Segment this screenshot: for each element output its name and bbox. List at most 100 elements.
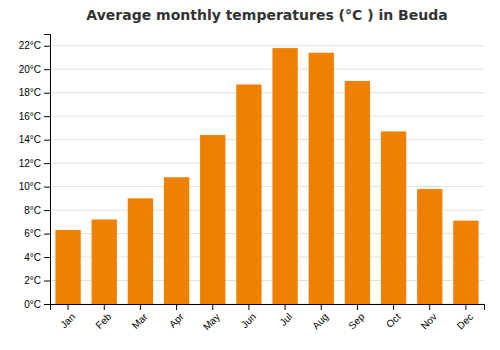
x-tick-label: Oct [384,311,403,330]
x-tick-label: Feb [93,311,113,331]
bar [453,221,478,304]
y-tick-mark [44,210,50,211]
x-tick: Jul [277,304,294,328]
y-tick-mark [44,281,50,282]
bar [128,198,153,304]
y-tick: 12°C [19,158,50,169]
y-tick-mark [44,187,50,188]
x-tick-mark [176,304,177,310]
y-tick-label: 18°C [19,87,41,98]
y-tick-label: 0°C [24,299,41,310]
y-tick-mark [44,46,50,47]
y-tick: 20°C [19,64,50,75]
x-tick-label: Jul [277,311,294,328]
bar [236,84,261,304]
y-tick-mark [44,116,50,117]
x-tick-label: Sep [346,311,367,332]
bar [164,177,189,304]
x-tick: Feb [93,304,113,331]
x-tick: Oct [384,304,403,330]
bar [417,189,442,304]
y-tick-label: 2°C [24,275,41,286]
x-tick-label: Mar [130,311,150,331]
y-tick-label: 12°C [19,158,41,169]
grid-line [50,163,484,164]
y-tick: 10°C [19,181,50,192]
y-tick-label: 14°C [19,134,41,145]
x-tick-mark [140,304,141,310]
y-tick-label: 22°C [19,40,41,51]
y-tick: 6°C [24,228,50,239]
y-tick-mark [44,69,50,70]
x-tick-mark [429,304,430,310]
x-tick-mark [465,304,466,310]
x-tick-mark [357,304,358,310]
grid-line [50,186,484,187]
x-tick: Sep [346,304,367,331]
x-tick-label: Nov [419,311,439,331]
y-tick: 8°C [24,205,50,216]
x-tick: May [201,304,222,332]
bar [92,219,117,304]
bar [55,230,80,304]
x-tick: Apr [167,304,186,330]
x-tick-label: Dec [455,311,475,331]
grid-line [50,116,484,117]
bar [345,81,370,304]
y-tick-label: 8°C [24,205,41,216]
y-tick-label: 16°C [19,111,41,122]
title: Average monthly temperatures (°C ) in Be… [86,7,447,23]
y-tick: 22°C [19,40,50,51]
x-tick: Dec [455,304,475,331]
y-tick-label: 20°C [19,64,41,75]
y-tick-mark [44,163,50,164]
bar [272,48,297,304]
y-tick-mark [44,234,50,235]
y-tick-mark [44,93,50,94]
bars [55,48,478,304]
x-tick-mark [321,304,322,310]
y-tick-label: 6°C [24,228,41,239]
y-tick-label: 10°C [19,181,41,192]
y-tick: 0°C [24,299,50,310]
grid [50,46,484,304]
y-axis-line [44,35,51,305]
x-tick-mark [285,304,286,310]
x-tick: Mar [130,304,150,331]
x-axis-line [51,305,485,311]
bar [200,135,225,304]
x-tick: Jan [58,304,77,330]
grid-line [50,139,484,140]
x-axis: Jan Feb Mar Apr May Jun Jul Aug Sep Oct Nov Dec [51,304,485,332]
x-tick-mark [104,304,105,310]
x-tick-label: May [201,311,222,332]
bar [309,53,334,304]
x-tick: Aug [310,304,330,331]
y-tick-label: 4°C [24,252,41,263]
y-tick-mark [44,140,50,141]
y-tick-mark [44,257,50,258]
y-tick: 2°C [24,275,50,286]
grid-line [50,45,484,46]
x-tick-label: Aug [310,311,330,331]
x-tick-label: Apr [167,311,186,330]
y-tick: 4°C [24,252,50,263]
y-tick: 14°C [19,134,50,145]
y-tick: 16°C [19,111,50,122]
x-tick-label: Jun [239,311,258,330]
plot: 0°C 2°C 4°C 6°C 8°C 10°C 12°C 14°C 16°C 18°C 20°C 2… [19,35,485,333]
grid-line [50,92,484,93]
x-tick-mark [68,304,69,310]
x-tick-mark [212,304,213,310]
x-tick-mark [248,304,249,310]
y-tick: 18°C [19,87,50,98]
x-tick: Jun [239,304,258,330]
x-tick-label: Jan [58,311,77,330]
x-tick-mark [393,304,394,310]
grid-line [50,69,484,70]
bar [381,131,406,304]
x-tick: Nov [419,304,439,331]
y-axis: 0°C 2°C 4°C 6°C 8°C 10°C 12°C 14°C 16°C 18°C 20°C 2… [19,35,51,310]
y-tick-mark [44,304,50,305]
chart: 0°C 2°C 4°C 6°C 8°C 10°C 12°C 14°C 16°C 18°C 20°C 2… [0,0,500,350]
